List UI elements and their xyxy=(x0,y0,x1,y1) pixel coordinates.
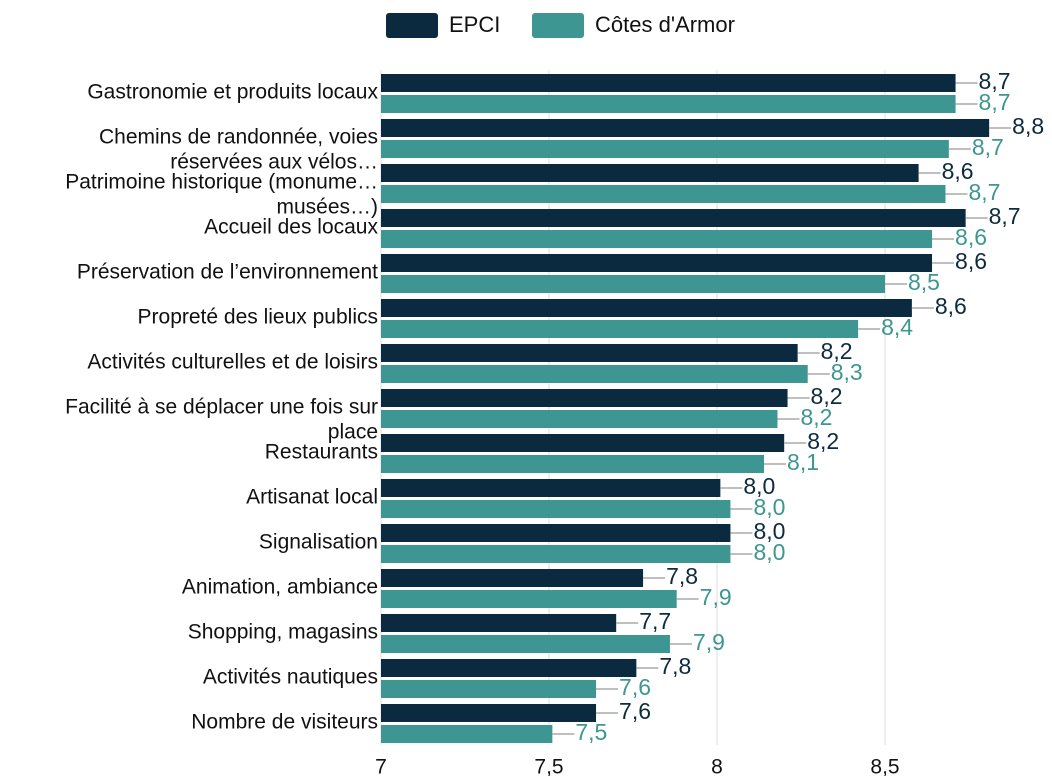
bar xyxy=(381,410,778,428)
bar xyxy=(381,659,637,677)
value-label: 8,6 xyxy=(935,293,967,319)
bar xyxy=(381,614,617,632)
value-label: 8,6 xyxy=(955,224,987,250)
bar xyxy=(381,569,644,587)
legend-swatch xyxy=(532,13,584,38)
bar xyxy=(381,230,933,248)
category-label: Préservation de l’environnement xyxy=(77,260,378,283)
bar xyxy=(381,140,949,158)
bar xyxy=(381,185,946,203)
value-label: 8,2 xyxy=(821,338,853,364)
value-label: 8,7 xyxy=(972,134,1004,160)
bar xyxy=(381,545,731,563)
bar xyxy=(381,275,885,293)
value-label: 7,6 xyxy=(619,674,651,700)
value-label: 8,0 xyxy=(743,473,775,499)
value-label: 8,6 xyxy=(955,248,987,274)
x-tick-label: 8 xyxy=(711,756,723,776)
category-label: Chemins de randonnée, voies réservées aux… xyxy=(99,125,378,173)
value-label: 8,7 xyxy=(979,89,1011,115)
category-label: Accueil des locaux xyxy=(204,215,378,238)
x-tick-label: 7,5 xyxy=(534,756,563,776)
value-label: 7,7 xyxy=(639,608,671,634)
category-label: Facilité à se déplacer une fois sur place xyxy=(65,395,378,443)
value-label: 8,7 xyxy=(989,203,1021,229)
bar xyxy=(381,479,721,497)
value-label: 8,5 xyxy=(908,269,940,295)
bar xyxy=(381,74,956,92)
bar xyxy=(381,164,919,182)
value-label: 8,2 xyxy=(800,404,832,430)
category-label: Shopping, magasins xyxy=(188,620,378,643)
value-label: 7,9 xyxy=(700,584,732,610)
bar xyxy=(381,365,808,383)
bar xyxy=(381,500,731,518)
value-label: 7,5 xyxy=(575,719,607,745)
category-label: Artisanat local xyxy=(246,485,378,508)
value-label: 8,7 xyxy=(979,68,1011,94)
value-label: 8,6 xyxy=(942,158,974,184)
value-label: 8,7 xyxy=(968,179,1000,205)
category-label: Propreté des lieux publics xyxy=(138,305,378,328)
value-label: 7,9 xyxy=(693,629,725,655)
bar xyxy=(381,389,788,407)
category-label: Activités culturelles et de loisirs xyxy=(87,350,378,373)
bar xyxy=(381,119,990,137)
value-label: 7,6 xyxy=(619,698,651,724)
x-tick-label: 7 xyxy=(375,756,387,776)
value-label: 7,8 xyxy=(659,653,691,679)
bar xyxy=(381,320,859,338)
value-label: 8,0 xyxy=(753,494,785,520)
bar xyxy=(381,209,966,227)
value-label: 8,0 xyxy=(753,539,785,565)
category-label: Patrimoine historique (monume… musées…) xyxy=(65,170,378,218)
bar xyxy=(381,455,765,473)
bar xyxy=(381,254,933,272)
legend-label: EPCI xyxy=(449,12,500,37)
bar xyxy=(381,524,731,542)
value-label: 8,2 xyxy=(811,383,843,409)
bar xyxy=(381,680,597,698)
value-label: 8,2 xyxy=(807,428,839,454)
value-label: 8,0 xyxy=(753,518,785,544)
category-label: Nombre de visiteurs xyxy=(191,710,378,733)
bar xyxy=(381,434,785,452)
x-tick-label: 8,5 xyxy=(870,756,899,776)
bar xyxy=(381,590,677,608)
value-label: 8,3 xyxy=(831,359,863,385)
value-label: 8,4 xyxy=(881,314,913,340)
legend-swatch xyxy=(386,13,438,38)
legend-label: Côtes d'Armor xyxy=(595,12,735,37)
category-label: Gastronomie et produits locaux xyxy=(87,80,378,103)
bar xyxy=(381,635,670,653)
bar xyxy=(381,299,912,317)
value-label: 7,8 xyxy=(666,563,698,589)
value-label: 8,8 xyxy=(1012,113,1044,139)
value-label: 8,1 xyxy=(787,449,819,475)
bar xyxy=(381,95,956,113)
bar xyxy=(381,704,597,722)
category-label: Activités nautiques xyxy=(203,665,378,688)
bar xyxy=(381,344,798,362)
bar xyxy=(381,725,553,743)
category-label: Restaurants xyxy=(265,440,378,463)
category-label: Signalisation xyxy=(259,530,378,553)
category-label: Animation, ambiance xyxy=(182,575,378,598)
